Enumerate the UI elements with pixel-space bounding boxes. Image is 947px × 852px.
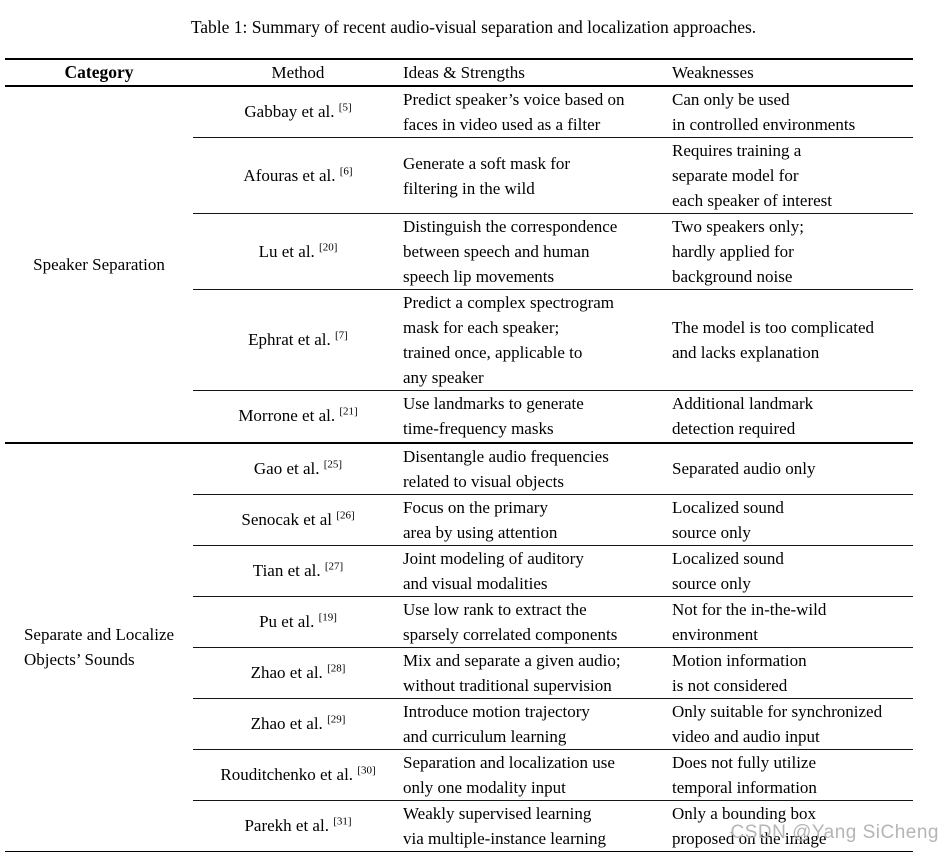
csdn-watermark: CSDN @Yang SiCheng <box>730 822 939 843</box>
ideas-cell: Predict speaker’s voice based on faces i… <box>403 86 672 138</box>
citation-ref: [7] <box>335 329 348 342</box>
table-row: Afouras et al. [6] Generate a soft mask … <box>5 137 913 214</box>
ideas-cell: Distinguish the correspondence between s… <box>403 213 672 290</box>
method-name: Rouditchenko et al. <box>220 764 354 784</box>
method-name: Zhao et al. <box>250 713 323 733</box>
method-name: Tian et al. <box>252 560 321 580</box>
weaknesses-cell: Not for the in-the-wild environment <box>672 596 913 648</box>
weaknesses-cell: Localized sound source only <box>672 545 913 597</box>
method-name: Gabbay et al. <box>244 102 335 121</box>
table-row: Rouditchenko et al. [30] Separation and … <box>5 749 913 801</box>
weaknesses-cell: The model is too complicated and lacks e… <box>672 289 913 391</box>
citation-ref: [26] <box>336 508 355 521</box>
category-cell: Speaker Separation <box>5 86 193 444</box>
method-cell: Morrone et al. [21] <box>193 390 403 444</box>
method-cell: Parekh et al. [31] <box>193 800 403 852</box>
ideas-cell: Mix and separate a given audio; without … <box>403 647 672 699</box>
category-label: Separate and Localize Objects’ Sounds <box>23 625 175 669</box>
table-row: Senocak et al [26] Focus on the primary … <box>5 494 913 546</box>
ideas-cell: Separation and localization use only one… <box>403 749 672 801</box>
citation-ref: [20] <box>319 240 338 253</box>
method-name: Zhao et al. <box>250 662 323 682</box>
method-cell: Afouras et al. [6] <box>193 137 403 214</box>
method-cell: Lu et al. [20] <box>193 213 403 290</box>
citation-ref: [29] <box>327 712 346 725</box>
category-cell: Separate and Localize Objects’ Sounds <box>5 443 193 852</box>
ideas-cell: Introduce motion trajectory and curricul… <box>403 698 672 750</box>
ideas-cell: Joint modeling of auditory and visual mo… <box>403 545 672 597</box>
weaknesses-cell: Does not fully utilize temporal informat… <box>672 749 913 801</box>
method-cell: Ephrat et al. [7] <box>193 289 403 391</box>
ideas-cell: Predict a complex spectrogram mask for e… <box>403 289 672 391</box>
weaknesses-cell: Motion information is not considered <box>672 647 913 699</box>
header-weaknesses: Weaknesses <box>672 59 913 87</box>
citation-ref: [28] <box>327 661 346 674</box>
weaknesses-cell: Requires training a separate model for e… <box>672 137 913 214</box>
table-caption: Table 1: Summary of recent audio-visual … <box>190 17 757 37</box>
weaknesses-cell: Two speakers only; hardly applied for ba… <box>672 213 913 290</box>
method-name: Gao et al. <box>253 458 320 478</box>
method-cell: Rouditchenko et al. [30] <box>193 749 403 801</box>
table-row: Zhao et al. [28] Mix and separate a give… <box>5 647 913 699</box>
weaknesses-cell: Separated audio only <box>672 442 913 495</box>
method-name: Afouras et al. <box>243 165 336 185</box>
method-name: Parekh et al. <box>244 815 329 835</box>
method-name: Ephrat et al. <box>248 330 331 349</box>
table-row: Tian et al. [27] Joint modeling of audit… <box>5 545 913 597</box>
ideas-cell: Focus on the primary area by using atten… <box>403 494 672 546</box>
weaknesses-cell: Can only be used in controlled environme… <box>672 86 913 138</box>
table-row: Zhao et al. [29] Introduce motion trajec… <box>5 698 913 750</box>
table-row: Lu et al. [20] Distinguish the correspon… <box>5 213 913 290</box>
citation-ref: [21] <box>339 405 358 418</box>
citation-ref: [31] <box>333 814 352 827</box>
citation-ref: [25] <box>323 457 343 470</box>
table-row: Ephrat et al. [7] Predict a complex spec… <box>5 289 913 391</box>
ideas-cell: Use low rank to extract the sparsely cor… <box>403 596 672 648</box>
citation-ref: [6] <box>339 164 353 177</box>
weaknesses-cell: Only suitable for synchronized video and… <box>672 698 913 750</box>
header-category: Category <box>5 59 193 87</box>
citation-ref: [19] <box>318 610 337 623</box>
method-name: Lu et al. <box>258 241 315 261</box>
weaknesses-cell: Localized sound source only <box>672 494 913 546</box>
table-row: Morrone et al. [21] Use landmarks to gen… <box>5 390 913 444</box>
weaknesses-cell: Only a bounding box proposed on the imag… <box>672 803 827 848</box>
category-label: Speaker Separation <box>33 254 165 274</box>
method-cell: Gabbay et al. [5] <box>193 86 403 138</box>
method-cell: Zhao et al. [28] <box>193 647 403 699</box>
header-method: Method <box>193 59 403 87</box>
table-row: Speaker Separation Gabbay et al. [5] Pre… <box>5 86 913 444</box>
method-cell: Gao et al. [25] <box>193 442 403 495</box>
method-cell: Zhao et al. [29] <box>193 698 403 750</box>
ideas-cell: Disentangle audio frequencies related to… <box>403 442 672 495</box>
ideas-cell: Use landmarks to generate time-frequency… <box>403 390 672 444</box>
citation-ref: [27] <box>324 559 344 572</box>
table-row: Parekh et al. [31] Weakly supervised lea… <box>5 800 913 852</box>
method-name: Morrone et al. <box>238 406 336 426</box>
method-cell: Senocak et al [26] <box>193 494 403 546</box>
table-row: Separate and Localize Objects’ Sounds Ga… <box>5 442 913 669</box>
ideas-cell: Generate a soft mask for filtering in th… <box>403 137 672 214</box>
method-name: Senocak et al <box>241 509 333 529</box>
header-row: Category Method Ideas & Strengths Weakne… <box>5 59 913 87</box>
header-ideas: Ideas & Strengths <box>403 59 672 87</box>
citation-ref: [5] <box>338 101 352 114</box>
summary-table: Category Method Ideas & Strengths Weakne… <box>5 58 913 852</box>
method-cell: Pu et al. [19] <box>193 596 403 648</box>
ideas-cell: Weakly supervised learning via multiple-… <box>403 803 606 848</box>
method-name: Pu et al. <box>259 611 315 631</box>
citation-ref: [30] <box>357 763 376 776</box>
method-cell: Tian et al. [27] <box>193 545 403 597</box>
table-row: Pu et al. [19] Use low rank to extract t… <box>5 596 913 648</box>
weaknesses-cell: Additional landmark detection required <box>672 390 913 444</box>
